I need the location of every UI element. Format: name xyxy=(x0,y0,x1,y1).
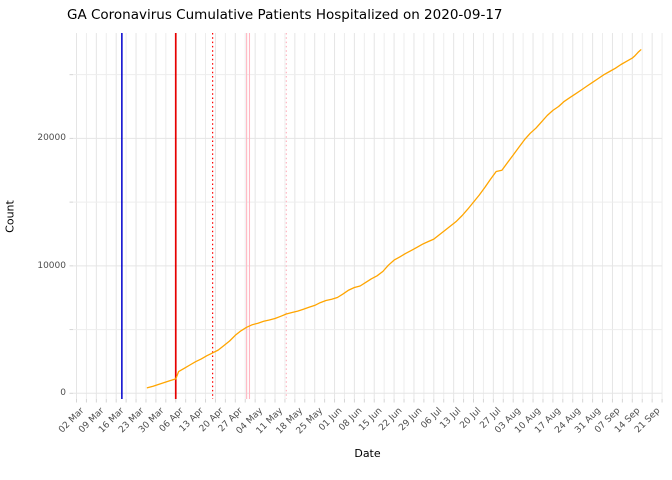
chart-title: GA Coronavirus Cumulative Patients Hospi… xyxy=(67,7,503,23)
y-tick-label: 0 xyxy=(60,388,66,399)
series-line-cumulative_patients_hospitalized xyxy=(146,49,642,389)
y-axis-title: Count xyxy=(3,200,17,233)
y-tick-label: 20000 xyxy=(37,133,66,144)
y-tick-label: 10000 xyxy=(37,260,66,271)
x-axis-title: Date xyxy=(354,447,381,460)
